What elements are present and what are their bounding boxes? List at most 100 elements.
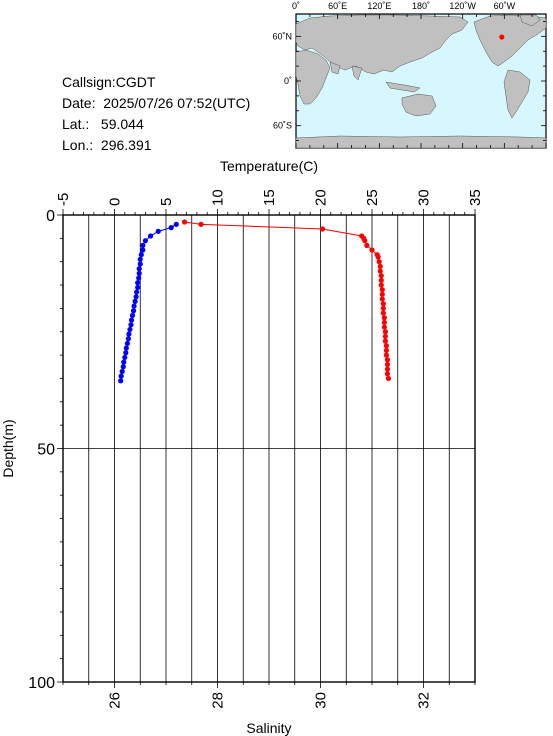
temperature-point: [380, 305, 386, 311]
lat-label: Lat.:: [62, 116, 90, 132]
salinity-point: [147, 233, 154, 239]
map-land: [295, 14, 547, 149]
lat-value: 59.044: [100, 116, 144, 132]
temperature-point: [382, 329, 388, 335]
salinity-profile-line: [120, 223, 177, 381]
temperature-point: [383, 347, 390, 354]
map-lon-label: 0˚: [292, 1, 300, 11]
temperature-point: [376, 259, 382, 265]
temperature-point: [378, 273, 384, 279]
temperature-point: [198, 221, 204, 227]
salinity-point: [118, 373, 124, 379]
depth-axis-title: Depth(m): [0, 419, 16, 477]
depth-tick-label: 100: [28, 675, 55, 692]
temperature-point: [384, 357, 391, 363]
station-marker: [499, 34, 505, 40]
lon-line: Lon.: 296.391: [62, 137, 152, 153]
temperature-point: [384, 371, 391, 377]
salinity-point: [123, 345, 129, 351]
map-lon-label: 180˚: [412, 1, 430, 11]
salinity-point: [118, 378, 124, 384]
world-map: 0˚ 60˚E 120˚E 180˚ 120˚W 60˚W 60˚N 0˚ 60˚S: [272, 1, 547, 149]
lon-label: Lon.:: [62, 137, 94, 153]
salinity-point: [128, 322, 134, 328]
callsign-label: Callsign:: [62, 74, 116, 90]
callsign-value: CGDT: [115, 74, 156, 90]
temperature-tick-label: 10: [210, 189, 227, 206]
salinity-point: [135, 280, 141, 286]
temperature-point: [181, 219, 188, 225]
temperature-point: [362, 238, 368, 244]
temperature-profile-line: [184, 221, 389, 379]
date-label: Date:: [62, 95, 96, 111]
temperature-point: [381, 324, 387, 330]
temperature-point: [377, 263, 383, 269]
callsign-line: Callsign:CGDT: [62, 74, 155, 90]
salinity-point: [168, 225, 174, 231]
salinity-point: [130, 308, 137, 314]
map-lon-label: 120˚E: [367, 1, 391, 11]
temperature-point: [378, 282, 384, 288]
temperature-point: [380, 310, 386, 316]
temperature-point: [319, 226, 326, 232]
salinity-point: [121, 359, 127, 365]
temperature-point: [383, 352, 390, 358]
salinity-point: [140, 242, 146, 248]
temperature-tick-label: 30: [416, 189, 433, 206]
temperature-point: [379, 296, 385, 302]
temperature-point: [380, 301, 386, 307]
salinity-point: [136, 270, 142, 276]
map-ticks: [295, 14, 547, 148]
temperature-point: [379, 291, 385, 297]
temperature-point: [378, 277, 384, 283]
temperature-tick-label: 35: [467, 189, 484, 206]
salinity-point: [135, 284, 141, 290]
salinity-tick-label: 32: [416, 692, 433, 709]
salinity-tick-label: 28: [210, 692, 227, 709]
date-value: 2025/07/26 07:52(UTC): [103, 95, 251, 111]
lat-line: Lat.: 59.044: [62, 116, 144, 132]
temperature-point: [383, 343, 390, 349]
depth-tick-label: 0: [46, 208, 55, 225]
chart-series: [118, 219, 392, 384]
temperature-point: [379, 287, 385, 293]
salinity-point: [138, 252, 144, 258]
salinity-point: [123, 350, 129, 356]
temperature-point: [382, 333, 388, 340]
map-lat-label: 60˚S: [273, 121, 292, 131]
salinity-point: [137, 256, 143, 262]
map-lon-label: 60˚W: [494, 1, 516, 11]
salinity-point: [120, 364, 126, 370]
salinity-point: [136, 266, 142, 272]
map-lat-label: 60˚N: [272, 31, 292, 41]
temperature-point: [377, 268, 383, 274]
map-lat-label: 0˚: [284, 76, 292, 86]
chart-grid: [63, 215, 475, 682]
salinity-point: [129, 312, 136, 319]
salinity-point: [128, 317, 135, 323]
temperature-axis-title: Temperature(C): [220, 158, 318, 174]
salinity-point: [133, 294, 139, 300]
temperature-point: [381, 319, 387, 326]
temperature-tick-label: 5: [158, 198, 175, 206]
salinity-point: [132, 298, 138, 304]
temperature-point: [369, 247, 375, 253]
date-line: Date: 2025/07/26 07:52(UTC): [62, 95, 250, 111]
temperature-point: [375, 254, 381, 260]
temperature-tick-label: 20: [313, 189, 330, 206]
salinity-point: [131, 303, 137, 309]
lon-value: 296.391: [100, 137, 152, 153]
depth-tick-label: 50: [37, 442, 55, 459]
salinity-point: [127, 326, 133, 333]
salinity-point: [142, 238, 148, 244]
temperature-tick-label: 0: [107, 198, 124, 206]
salinity-tick-label: 26: [107, 692, 124, 709]
salinity-point: [173, 221, 179, 227]
temperature-point: [381, 315, 387, 321]
salinity-point: [134, 289, 140, 295]
salinity-point: [126, 331, 132, 337]
salinity-point: [122, 354, 128, 361]
temperature-tick-label: 25: [364, 189, 381, 206]
